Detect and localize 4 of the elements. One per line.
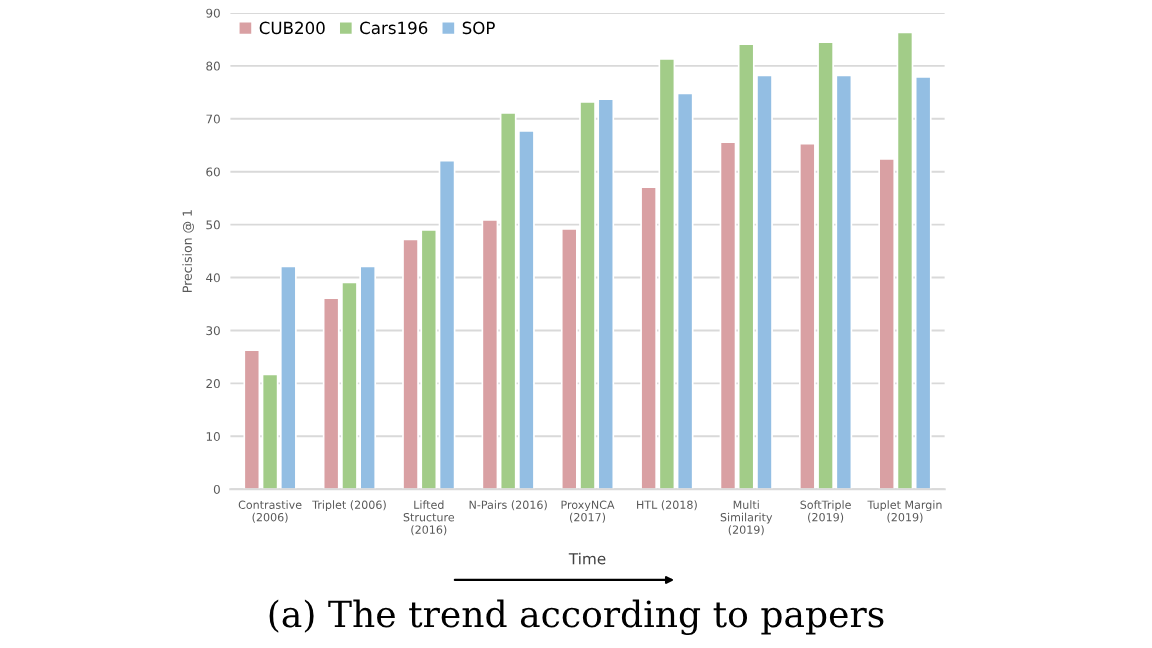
text: (a) The trend according to papers [269, 599, 884, 636]
legend-label: SOP [462, 21, 495, 35]
legend-label: CUB200 [259, 21, 325, 35]
legend-label: Cars196 [360, 21, 428, 35]
